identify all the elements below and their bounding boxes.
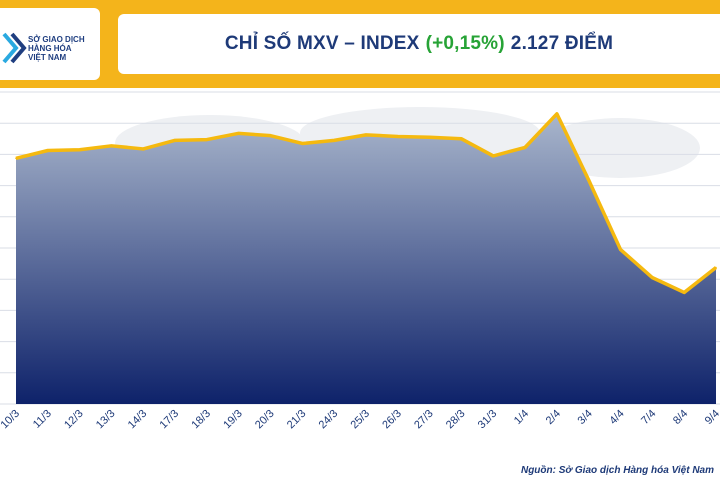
data-point — [78, 148, 81, 151]
logo-line: VIỆT NAM — [28, 53, 67, 62]
x-tick-label: 7/4 — [639, 408, 658, 427]
data-point — [428, 136, 431, 139]
x-tick-label: 14/3 — [126, 408, 150, 432]
title-value: 2.127 ĐIỂM — [510, 33, 614, 54]
x-tick-label: 28/3 — [444, 408, 468, 432]
x-tick-label: 1/4 — [512, 408, 531, 427]
x-tick-label: 24/3 — [317, 408, 341, 432]
data-point — [110, 145, 113, 147]
data-point — [587, 179, 590, 181]
data-point — [460, 138, 463, 140]
data-point — [174, 139, 176, 142]
x-tick-label: 2/4 — [544, 408, 563, 427]
logo-line: HÀNG HÓA — [28, 44, 72, 53]
data-point — [333, 139, 335, 142]
data-point — [524, 146, 526, 149]
data-point — [683, 291, 685, 294]
series-area — [16, 113, 716, 404]
title-change: (+0,15%) — [425, 33, 505, 54]
x-tick-label: 27/3 — [412, 408, 436, 432]
x-tick-label: 10/3 — [0, 408, 22, 432]
source-note: Nguồn: Sở Giao dịch Hàng hóa Việt Nam — [520, 465, 714, 476]
x-tick-label: 17/3 — [158, 408, 182, 432]
x-tick-label: 26/3 — [380, 408, 404, 432]
data-point — [365, 134, 367, 136]
data-point — [47, 149, 49, 152]
logo-chevron-icon — [2, 32, 27, 64]
x-tick-label: 20/3 — [253, 408, 277, 432]
data-point — [651, 276, 654, 279]
x-tick-label: 9/4 — [703, 408, 720, 427]
x-tick-label: 25/3 — [348, 408, 372, 432]
title-prefix: CHỈ SỐ MXV – INDEX — [224, 33, 420, 54]
x-tick-label: 12/3 — [62, 408, 86, 432]
x-tick-label: 3/4 — [576, 408, 595, 427]
logo-line: SỞ GIAO DỊCH — [28, 35, 85, 44]
x-tick-label: 31/3 — [476, 408, 500, 432]
data-point — [15, 157, 17, 160]
data-point — [237, 132, 240, 135]
data-point — [269, 134, 272, 137]
x-tick-label: 8/4 — [671, 408, 690, 427]
x-tick-label: 21/3 — [285, 408, 309, 432]
index-chart: 10/3 11/3 12/3 13/3 14/3 17/3 18/3 19/3 20/3 21/3… — [0, 91, 720, 432]
x-tick-label: 13/3 — [94, 408, 118, 432]
x-tick-label: 11/3 — [31, 408, 54, 431]
data-point — [142, 148, 145, 150]
data-point — [715, 266, 717, 269]
page-title: CHỈ SỐ MXV – INDEX (+0,15%) 2.127 ĐIỂM — [118, 14, 720, 74]
x-tick-label: 18/3 — [189, 408, 213, 432]
data-point — [397, 135, 399, 138]
data-point — [301, 142, 304, 145]
data-point — [556, 113, 558, 115]
logo-text: SỞ GIAO DỊCH HÀNG HÓA VIỆT NAM — [28, 35, 98, 62]
data-point — [619, 248, 622, 251]
data-point — [206, 138, 208, 141]
x-tick-label: 19/3 — [221, 408, 245, 432]
x-tick-label: 4/4 — [607, 408, 626, 427]
logo: SỞ GIAO DỊCH HÀNG HÓA VIỆT NAM — [0, 8, 100, 80]
title-panel: CHỈ SỐ MXV – INDEX (+0,15%) 2.127 ĐIỂM — [118, 14, 720, 74]
data-point — [492, 155, 495, 157]
